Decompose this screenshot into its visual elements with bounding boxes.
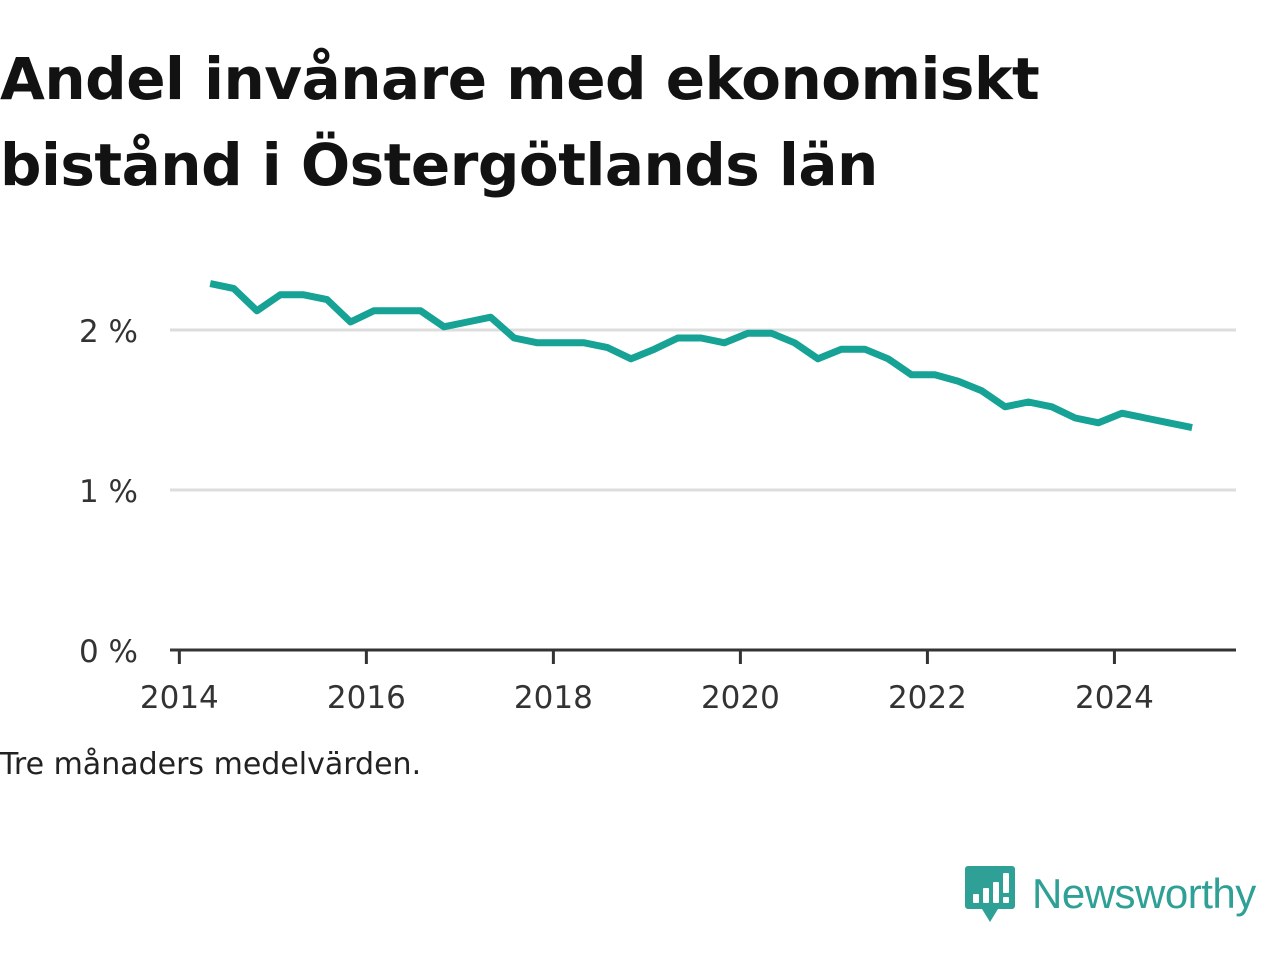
newsworthy-logo[interactable]: Newsworthy (964, 864, 1256, 924)
y-axis-tick-labels: 0 % 1 % 2 % (79, 314, 138, 670)
brand-name: Newsworthy (1032, 870, 1256, 917)
bar-chart-speech-bubble-icon (965, 866, 1015, 922)
x-tick-label: 2014 (140, 680, 219, 716)
y-tick-label: 0 % (79, 634, 138, 670)
line-chart: 0 % 1 % 2 % 2014 2016 2018 2020 2022 2024 (79, 280, 1236, 716)
x-tick-label: 2022 (888, 680, 967, 716)
x-tick-label: 2018 (514, 680, 593, 716)
y-tick-label: 2 % (79, 314, 138, 350)
y-tick-label: 1 % (79, 474, 138, 510)
series-line (209, 280, 1193, 432)
chart-title: Andel invånare med ekonomiskt bistånd i … (0, 36, 1100, 208)
x-tick-label: 2016 (327, 680, 406, 716)
chart-title-line-1: Andel invånare med ekonomiskt (0, 45, 1040, 113)
series-layer (209, 280, 1193, 432)
chart-title-line-2: bistånd i Östergötlands län (0, 131, 878, 199)
x-tick-label: 2024 (1075, 680, 1154, 716)
x-axis-tick-labels: 2014 2016 2018 2020 2022 2024 (140, 680, 1154, 716)
x-tick-label: 2020 (701, 680, 780, 716)
x-axis (170, 648, 1236, 664)
chart-footnote: Tre månaders medelvärden. (0, 747, 422, 782)
gridlines (170, 328, 1236, 492)
